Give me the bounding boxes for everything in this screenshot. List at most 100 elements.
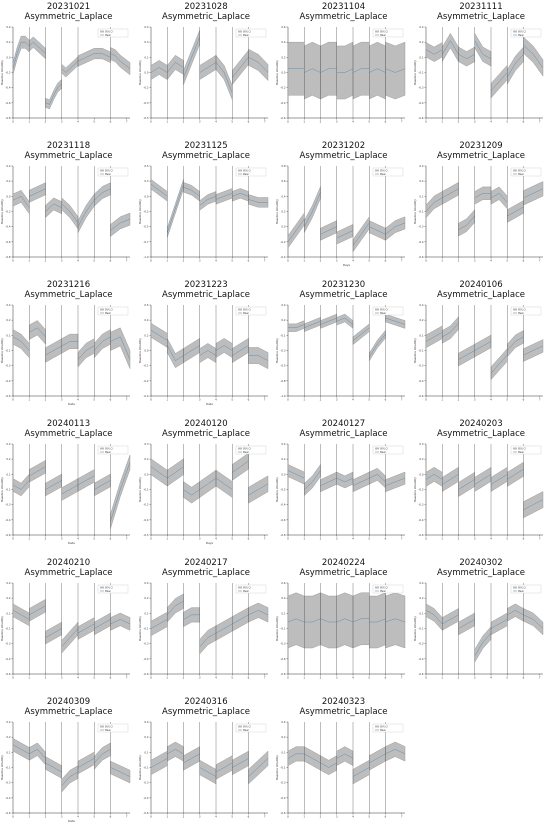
legend-swatch-ci [100, 308, 104, 311]
chart-plot: -0.6 -0.4 -0.3 -0.1 0.1 0.2 0.4 0 1 2 3 4 5 6 7 95% CIM… [275, 720, 406, 819]
y-tick-label: -0.1 [5, 627, 10, 631]
x-tick-label: 1 [441, 398, 443, 402]
x-tick-label: 5 [93, 259, 95, 263]
mean-line [457, 350, 475, 360]
ci-band [336, 746, 354, 767]
panel-date-title: 20240113 [46, 419, 91, 429]
legend-box [235, 723, 266, 733]
ci-band [336, 592, 354, 649]
mean-line [352, 767, 370, 777]
x-tick-label: 1 [303, 120, 305, 124]
mean-line [474, 193, 491, 199]
chart-panel: -0.6 -0.4 -0.3 -0.1 0.1 0.2 0.4 0 1 2 3 4 5 6 7 95% CI M… [138, 695, 275, 833]
mean-line [29, 748, 46, 759]
y-tick-label: 0.2 [144, 457, 148, 461]
y-tick-label: -0.1 [418, 71, 423, 75]
x-tick-label: 7 [263, 259, 265, 263]
mean-line [441, 323, 459, 338]
x-tick-label: 0 [150, 259, 152, 263]
y-tick-label: -0.6 [280, 811, 285, 815]
x-tick-label: 1 [28, 815, 30, 819]
legend-label-mean: Mean [380, 173, 387, 176]
legend-swatch-ci [100, 725, 104, 728]
legend-label-mean: Mean [380, 34, 387, 37]
ci-band [61, 765, 79, 793]
y-tick-label: -0.8 [5, 255, 10, 259]
mean-line [385, 317, 406, 325]
y-tick-label: -0.3 [280, 349, 285, 353]
mean-line [506, 610, 524, 616]
y-tick-label: 0.4 [281, 194, 285, 198]
y-axis-label: Baseline Volatility [275, 755, 279, 780]
y-axis-label: Baseline Volatility [0, 199, 4, 224]
y-tick-label: -0.4 [418, 379, 423, 383]
x-tick-label: 3 [473, 120, 475, 124]
legend-swatch-ci [237, 308, 242, 311]
legend-swatch-ci [512, 30, 517, 33]
legend-label-mean: Mean [243, 34, 250, 37]
x-tick-label: 3 [61, 398, 63, 402]
legend-label-ci: 95% CI [105, 30, 113, 33]
ci-band [215, 338, 232, 358]
x-tick-label: 6 [522, 676, 524, 680]
ci-band [166, 338, 184, 368]
mean-line [320, 762, 337, 768]
mean-line [336, 618, 354, 623]
y-tick-label: 0.1 [281, 750, 285, 754]
ci-band [369, 592, 386, 649]
mean-line [474, 632, 491, 656]
chart-plot: -0.6 -0.4 -0.2 0.0 0.2 0.4 0.6 0 1 2 3 4 5 6 7 95% CIMe… [275, 25, 406, 124]
panel-model-title: Asymmetric_Laplace [437, 429, 525, 439]
legend-box [372, 723, 404, 733]
x-tick-label: 6 [385, 676, 387, 680]
y-tick-label: -0.3 [143, 101, 148, 105]
mean-line [110, 336, 131, 360]
x-tick-label: 2 [182, 537, 184, 541]
mean-line [474, 341, 491, 351]
x-tick-label: 4 [77, 537, 79, 541]
y-tick-label: -0.3 [5, 642, 10, 646]
mean-line [61, 341, 78, 347]
x-tick-label: 5 [368, 676, 370, 680]
x-tick-label: 4 [215, 398, 217, 402]
mean-line [457, 54, 475, 60]
mean-line [457, 215, 475, 230]
mean-line [287, 218, 305, 242]
chart-panel: -0.8 -0.6 -0.4 -0.2 0.0 0.2 0.4 0 1 2 3 4 5 6 7 95% CI M… [275, 417, 412, 555]
x-tick-label: 2 [45, 537, 47, 541]
legend-swatch-ci [375, 586, 379, 589]
x-tick-label: 3 [198, 815, 200, 819]
legend-label-ci: 95% CI [380, 725, 388, 728]
x-tick-label: 0 [150, 120, 152, 124]
y-tick-label: 0.3 [144, 179, 148, 183]
y-tick-label: -0.3 [5, 364, 10, 368]
y-tick-label: 0.5 [144, 164, 148, 168]
x-tick-label: 5 [93, 815, 95, 819]
y-axis-label: Baseline Volatility [275, 616, 279, 641]
ci-band [385, 216, 406, 241]
ci-band [425, 191, 442, 219]
ci-band [352, 41, 370, 100]
panel-model-title: Asymmetric_Laplace [24, 568, 113, 578]
ci-band [77, 48, 111, 67]
y-tick-label: -0.1 [280, 766, 285, 770]
panel-date-title: 20231125 [184, 141, 228, 151]
legend-swatch-ci [375, 30, 379, 33]
x-tick-label: 7 [401, 815, 403, 819]
y-tick-label: -0.7 [143, 240, 148, 244]
x-axis-label: Date [68, 819, 75, 823]
y-tick-label: -0.6 [143, 672, 148, 676]
x-tick-label: 1 [166, 120, 168, 124]
ci-band [110, 454, 131, 529]
y-tick-label: 0.2 [6, 179, 10, 183]
x-tick-label: 0 [12, 398, 14, 402]
mean-line [110, 767, 131, 777]
ci-band [247, 194, 268, 208]
mean-line [45, 345, 62, 356]
x-tick-label: 0 [150, 815, 152, 819]
legend-swatch-ci [100, 30, 104, 33]
chart-plot: -0.4 -0.2 -0.1 0.0 0.2 0.4 0.5 0 1 2 3 4 5 6 7 95% CIMe… [138, 303, 268, 406]
